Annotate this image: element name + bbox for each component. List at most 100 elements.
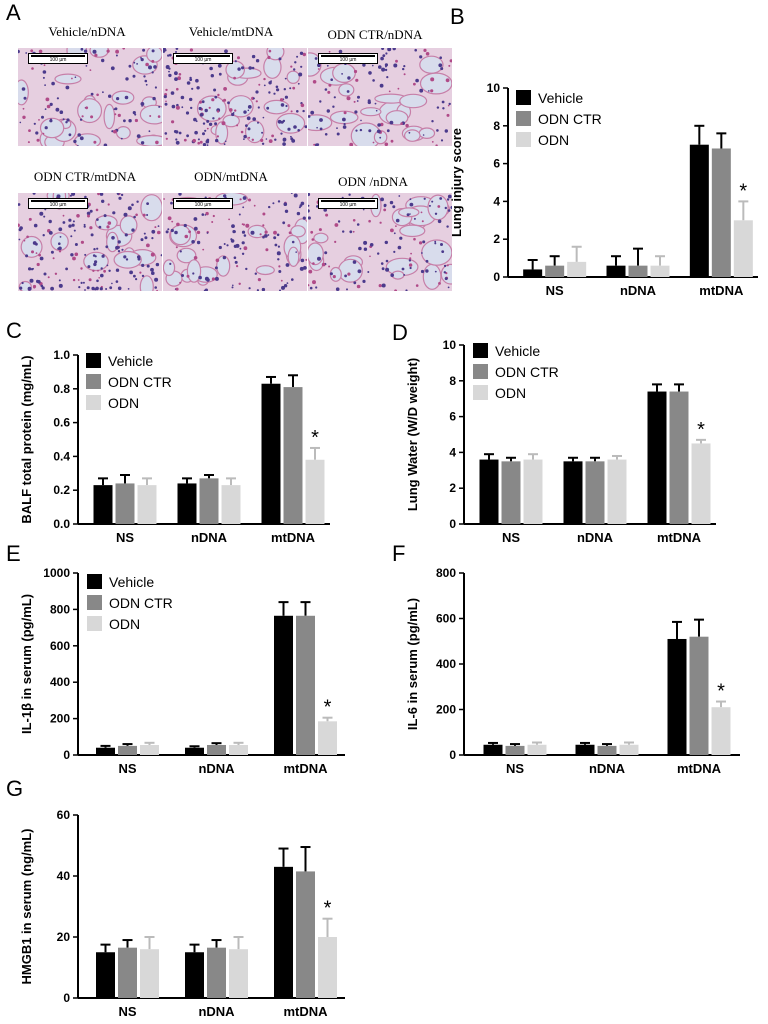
bar-odn-ctr-ndna bbox=[199, 478, 219, 524]
significance-marker: * bbox=[324, 898, 332, 920]
bar-odn-mtdna bbox=[691, 443, 711, 524]
histology-caption: Vehicle/nDNA bbox=[48, 24, 126, 39]
y-tick-label: 0 bbox=[63, 748, 70, 762]
x-tick-label: NS bbox=[506, 761, 524, 776]
x-tick-label: mtDNA bbox=[677, 761, 722, 776]
y-axis-label: HMGB1 in serum (ng/mL) bbox=[19, 828, 34, 984]
panel-letter-f: F bbox=[392, 541, 406, 566]
y-axis-label: Lung Water (W/D weight) bbox=[405, 358, 420, 511]
bar-vehicle-mtdna bbox=[647, 391, 667, 524]
bar-odn-ctr-ndna bbox=[585, 461, 605, 524]
x-tick-label: nDNA bbox=[198, 1004, 235, 1019]
bar-odn-ctr-mtdna bbox=[689, 636, 709, 755]
legend-label-odn-ctr: ODN CTR bbox=[538, 111, 602, 127]
panel-letter-b: B bbox=[450, 4, 465, 29]
bar-vehicle-ndna bbox=[606, 265, 626, 277]
x-tick-label: nDNA bbox=[191, 530, 228, 545]
y-tick-label: 0.8 bbox=[53, 382, 70, 396]
histology-image: 100 µm bbox=[18, 48, 162, 146]
y-tick-label: 4 bbox=[493, 194, 500, 208]
bar-odn-ctr-ndna bbox=[207, 947, 226, 998]
bar-odn-ctr-ndna bbox=[597, 745, 617, 755]
y-tick-label: 40 bbox=[57, 869, 71, 883]
x-tick-label: NS bbox=[118, 1004, 136, 1019]
y-tick-label: 20 bbox=[57, 930, 71, 944]
legend-swatch-odn-ctr bbox=[87, 595, 102, 610]
y-tick-label: 0 bbox=[63, 991, 70, 1005]
y-tick-label: 6 bbox=[493, 157, 500, 171]
bar-vehicle-ns bbox=[96, 952, 115, 998]
y-tick-label: 0.6 bbox=[53, 416, 70, 430]
bar-odn-ndna bbox=[221, 485, 241, 524]
legend-swatch-vehicle bbox=[87, 574, 102, 589]
bar-odn-ndna bbox=[229, 744, 248, 755]
bar-odn-ctr-ndna bbox=[207, 744, 226, 755]
legend-swatch-odn-ctr bbox=[86, 374, 101, 389]
histology-caption: ODN CTR/mtDNA bbox=[33, 169, 137, 184]
bar-vehicle-mtdna bbox=[274, 866, 293, 998]
legend-label-odn: ODN bbox=[109, 616, 140, 632]
bar-vehicle-ndna bbox=[177, 483, 197, 524]
legend-label-vehicle: Vehicle bbox=[109, 574, 154, 590]
y-tick-label: 800 bbox=[436, 566, 456, 580]
legend-swatch-odn bbox=[86, 395, 101, 410]
legend-label-odn: ODN bbox=[495, 385, 526, 401]
significance-marker: * bbox=[717, 681, 725, 703]
bar-vehicle-ns bbox=[93, 485, 113, 524]
panel-letter-e: E bbox=[6, 541, 21, 566]
bar-odn-mtdna bbox=[318, 937, 337, 998]
legend-swatch-odn-ctr bbox=[473, 364, 488, 379]
x-tick-label: mtDNA bbox=[657, 530, 702, 545]
histology-image: 100 µm bbox=[308, 193, 452, 291]
y-tick-label: 8 bbox=[449, 374, 456, 388]
bar-odn-ctr-ns bbox=[545, 265, 565, 277]
bar-odn-ctr-ns bbox=[118, 947, 137, 998]
x-tick-label: NS bbox=[116, 530, 134, 545]
y-tick-label: 2 bbox=[449, 481, 456, 495]
histology-tissue bbox=[308, 193, 452, 291]
y-tick-label: 1.0 bbox=[53, 348, 70, 362]
x-tick-label: nDNA bbox=[589, 761, 626, 776]
bar-odn-ns bbox=[527, 744, 547, 755]
histology-tissue bbox=[308, 48, 452, 146]
y-axis-label: IL-1β in serum (pg/mL) bbox=[19, 594, 34, 734]
scale-bar: 100 µm bbox=[28, 53, 88, 64]
y-tick-label: 200 bbox=[50, 712, 70, 726]
bar-odn-ndna bbox=[650, 265, 670, 277]
bar-vehicle-ndna bbox=[185, 952, 204, 998]
scale-bar-label: 100 µm bbox=[339, 57, 357, 63]
x-tick-label: mtDNA bbox=[699, 283, 744, 298]
scale-bar-label: 100 µm bbox=[339, 202, 357, 208]
bar-vehicle-ns bbox=[523, 269, 543, 277]
legend-label-odn-ctr: ODN CTR bbox=[495, 364, 559, 380]
bar-odn-mtdna bbox=[305, 459, 325, 524]
y-tick-label: 0 bbox=[493, 270, 500, 284]
significance-marker: * bbox=[311, 427, 319, 449]
bar-odn-ctr-mtdna bbox=[669, 391, 689, 524]
y-tick-label: 10 bbox=[443, 338, 457, 352]
legend-label-vehicle: Vehicle bbox=[538, 90, 583, 106]
bar-vehicle-ns bbox=[96, 747, 115, 755]
histology-image: 100 µm bbox=[308, 48, 452, 146]
scale-bar: 100 µm bbox=[318, 198, 378, 209]
panel-letter-g: G bbox=[6, 776, 24, 801]
histology-tissue bbox=[18, 48, 162, 146]
histology-image: 100 µm bbox=[163, 193, 307, 291]
y-tick-label: 1000 bbox=[43, 566, 70, 580]
bar-odn-ndna bbox=[607, 459, 627, 524]
legend-swatch-odn bbox=[516, 132, 531, 147]
histology-caption: ODN /nDNA bbox=[338, 174, 408, 189]
y-tick-label: 200 bbox=[436, 703, 456, 717]
legend-swatch-odn-ctr bbox=[516, 111, 531, 126]
bar-odn-ns bbox=[523, 459, 543, 524]
y-tick-label: 400 bbox=[436, 657, 456, 671]
x-tick-label: mtDNA bbox=[283, 761, 328, 776]
y-tick-label: 400 bbox=[50, 675, 70, 689]
y-tick-label: 2 bbox=[493, 232, 500, 246]
legend-swatch-vehicle bbox=[473, 343, 488, 358]
bar-vehicle-mtdna bbox=[667, 638, 687, 755]
panel-letter-a: A bbox=[6, 0, 21, 25]
